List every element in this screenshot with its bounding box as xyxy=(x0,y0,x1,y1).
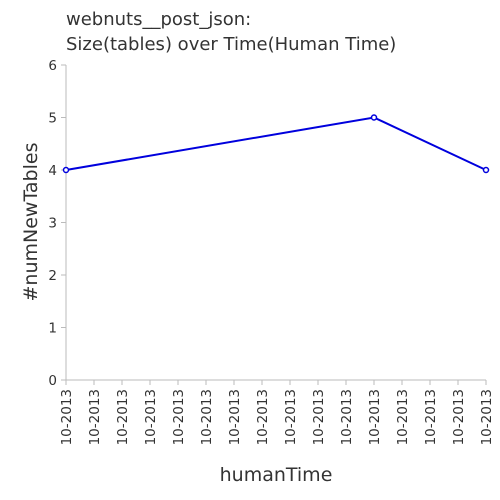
x-tick-label: 10-2013 xyxy=(395,389,411,445)
x-tick-label: 10-2013 xyxy=(143,389,159,445)
x-tick-label: 10-2013 xyxy=(59,389,75,445)
x-tick-label: 10-2013 xyxy=(451,389,467,445)
series-line xyxy=(65,116,487,171)
x-tick-label: 10-2013 xyxy=(255,389,271,445)
y-axis-ticks: 0 1 2 3 4 5 6 xyxy=(48,58,66,389)
y-tick-label: 6 xyxy=(48,58,57,74)
x-axis-ticks: 10-2013 10-2013 10-2013 10-2013 10-2013 10-20… xyxy=(59,380,495,445)
y-tick-label: 5 xyxy=(48,111,57,127)
x-tick-label: 10-2013 xyxy=(423,389,439,445)
x-tick-label: 10-2013 xyxy=(283,389,299,445)
chart-title-line-2: Size(tables) over Time(Human Time) xyxy=(66,34,396,55)
y-tick-label: 0 xyxy=(48,373,57,389)
x-tick-label: 10-2013 xyxy=(115,389,131,445)
y-tick-label: 2 xyxy=(48,268,57,284)
x-axis-label: humanTime xyxy=(220,464,333,486)
y-tick-label: 3 xyxy=(48,216,57,232)
y-axis-label: #numNewTables xyxy=(20,143,42,302)
data-point xyxy=(482,166,490,174)
x-tick-label: 10-2013 xyxy=(339,389,355,445)
data-point xyxy=(370,114,378,121)
x-tick-label: 10-2013 xyxy=(311,389,327,445)
x-tick-label: 10-2013 xyxy=(199,389,215,445)
x-tick-label: 10-2013 xyxy=(227,389,243,445)
y-tick-label: 1 xyxy=(48,321,57,337)
x-tick-label: 10-2013 xyxy=(171,389,187,445)
x-tick-label: 10-2013 xyxy=(479,389,495,445)
y-tick-label: 4 xyxy=(48,163,57,179)
chart-title-line-1: webnuts__post_json: xyxy=(66,9,251,30)
x-tick-label: 10-2013 xyxy=(367,389,383,445)
series-layer xyxy=(62,114,490,174)
x-tick-label: 10-2013 xyxy=(87,389,103,445)
data-point xyxy=(62,166,70,174)
